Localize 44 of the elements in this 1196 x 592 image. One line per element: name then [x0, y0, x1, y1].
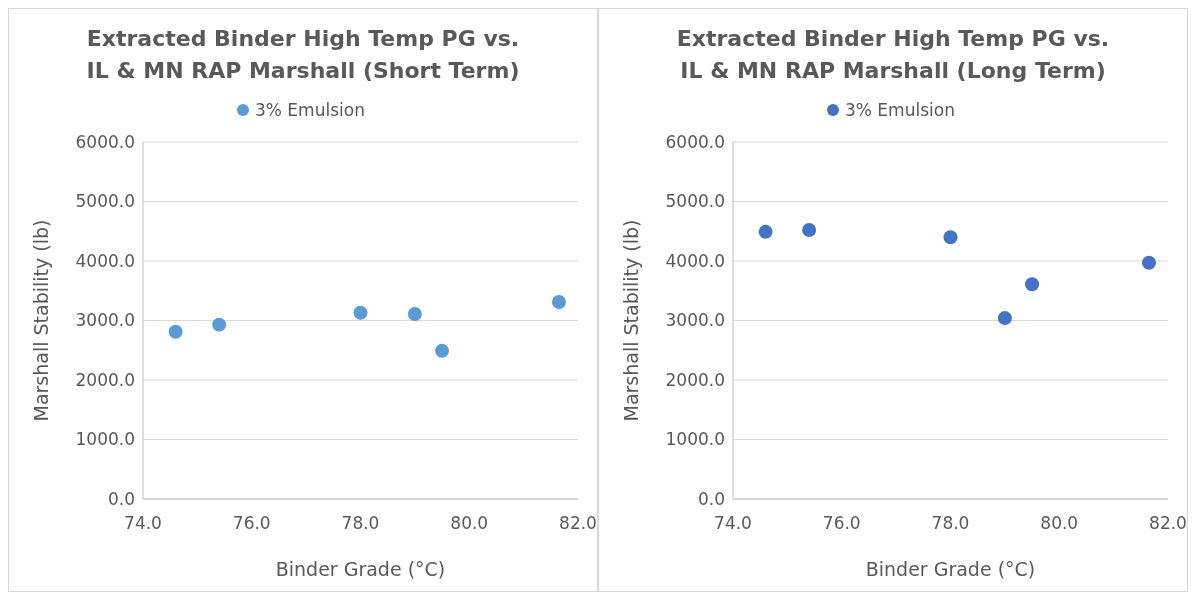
y-tick-label: 4000.0: [665, 250, 725, 271]
point: [802, 223, 817, 238]
y-tick-label: 2000.0: [665, 369, 725, 390]
y-tick-label: 3000.0: [75, 310, 135, 331]
point: [551, 295, 566, 310]
y-tick-label: 0.0: [697, 488, 725, 509]
legend-label: 3% Emulsion: [845, 100, 955, 120]
y-tick-label: 3000.0: [665, 310, 725, 331]
y-tick-label: 4000.0: [75, 250, 135, 271]
y-axis-title: Marshall Stability (lb): [30, 219, 52, 422]
y-tick-label: 6000.0: [665, 131, 725, 152]
x-tick-label: 74.0: [124, 513, 162, 533]
point: [1025, 277, 1040, 292]
x-tick-label: 82.0: [559, 513, 597, 533]
x-tick-label: 76.0: [822, 513, 861, 533]
point: [1141, 255, 1156, 270]
point: [212, 317, 227, 332]
x-tick-label: 78.0: [341, 513, 380, 533]
y-tick-label: 0.0: [107, 488, 135, 509]
point: [353, 305, 368, 320]
x-tick-label: 80.0: [450, 513, 489, 533]
y-axis-title: Marshall Stability (lb): [620, 219, 642, 422]
y-tick-label: 6000.0: [75, 131, 135, 152]
legend-label: 3% Emulsion: [255, 100, 365, 120]
y-tick-label: 1000.0: [665, 429, 725, 450]
x-tick-label: 82.0: [1149, 513, 1187, 533]
point: [943, 230, 958, 245]
x-tick-label: 80.0: [1040, 513, 1079, 533]
chart-title: Extracted Binder High Temp PG vs. IL & MN RAP Marshall (Long Term): [676, 26, 1110, 83]
x-tick-label: 78.0: [931, 513, 970, 533]
y-tick-label: 1000.0: [75, 429, 135, 450]
y-tick-label: 5000.0: [75, 191, 135, 212]
y-tick-label: 2000.0: [75, 369, 135, 390]
point: [168, 324, 183, 339]
point: [435, 343, 450, 358]
x-tick-label: 76.0: [232, 513, 271, 533]
point: [997, 311, 1012, 326]
point: [758, 224, 773, 239]
x-axis-title: Binder Grade (°C): [275, 558, 446, 580]
x-tick-label: 74.0: [714, 513, 752, 533]
chart-title: Extracted Binder High Temp PG vs. IL & MN RAP Marshall (Short Term): [86, 26, 520, 83]
x-axis-title: Binder Grade (°C): [865, 558, 1036, 580]
point: [407, 306, 422, 321]
y-tick-label: 5000.0: [665, 191, 725, 212]
